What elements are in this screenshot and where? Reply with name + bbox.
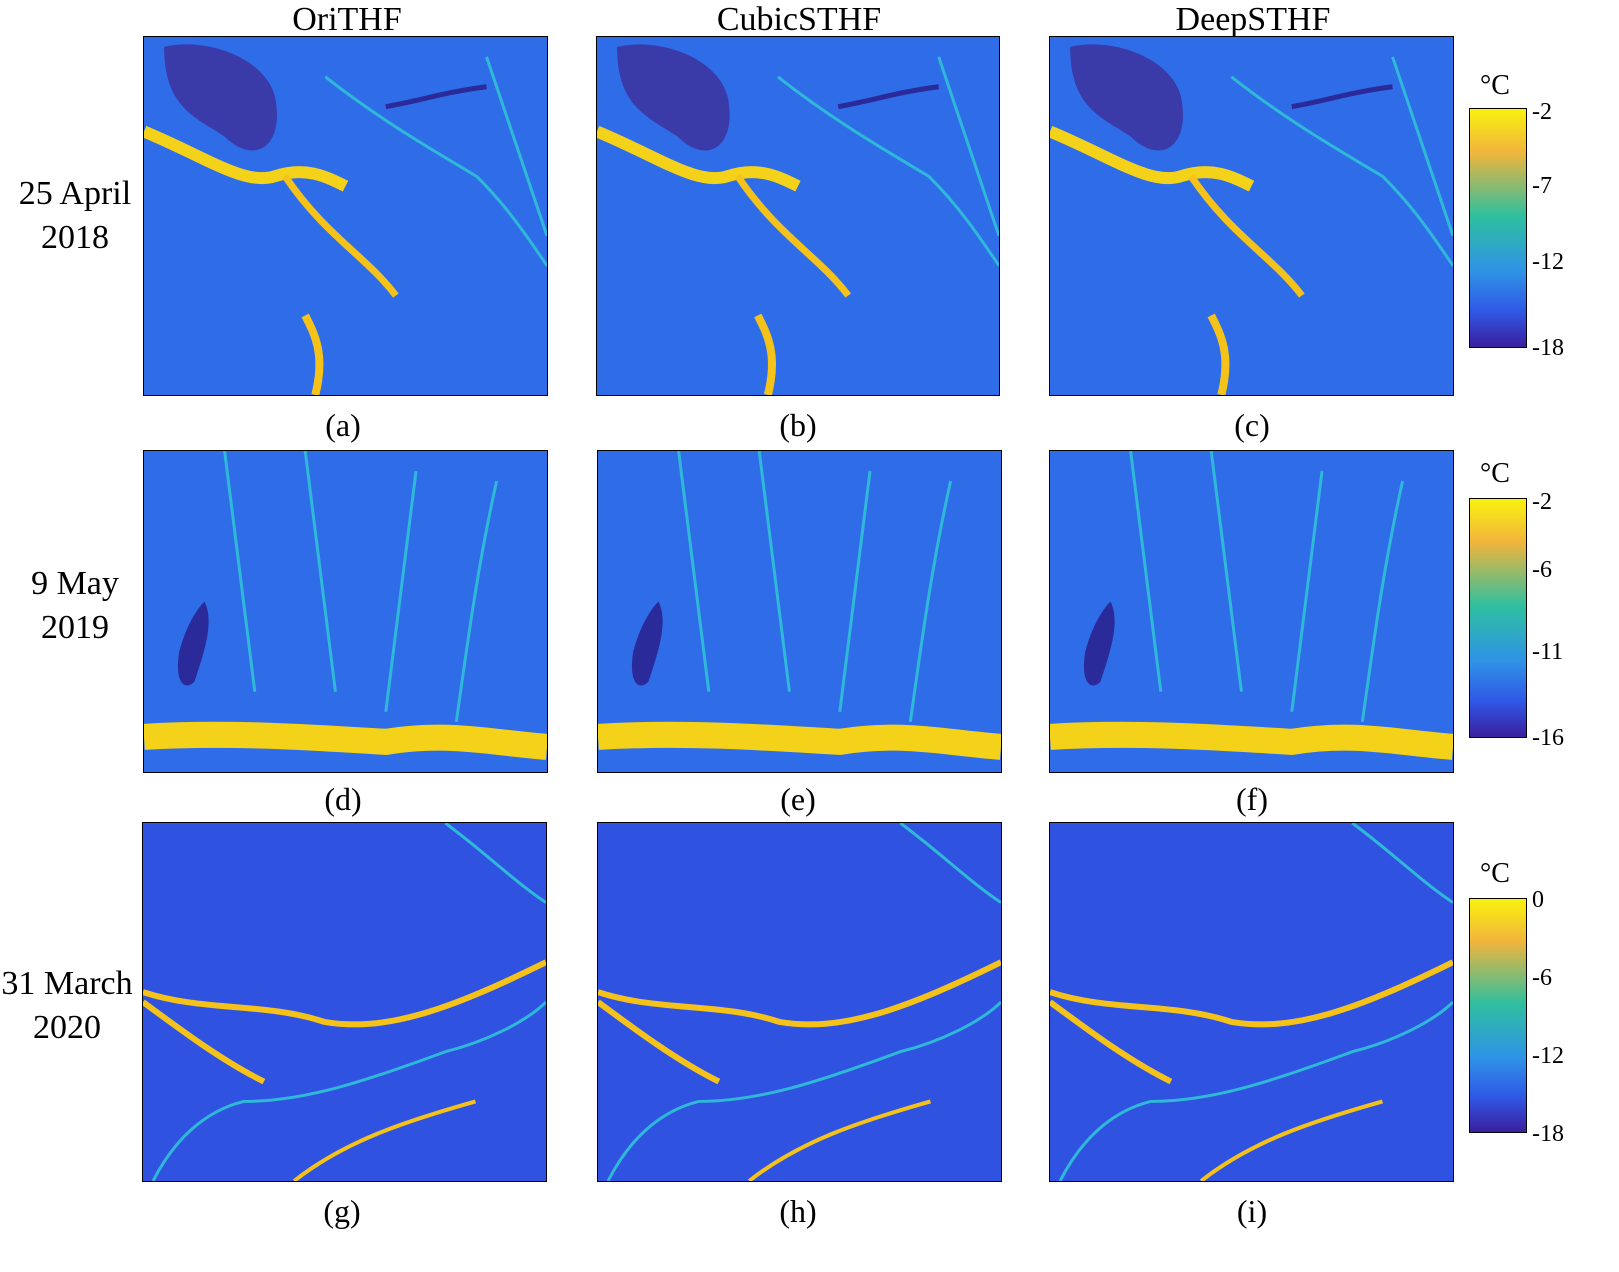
column-title-cubicsthf: CubicSTHF bbox=[716, 1, 882, 38]
subfigure-label-g: (g) bbox=[323, 1193, 361, 1229]
colorbar-2-tick: -16 bbox=[1532, 725, 1564, 751]
panel-c-deepsthf-2018 bbox=[1049, 36, 1454, 396]
colorbar-1-tick: -2 bbox=[1532, 99, 1552, 125]
column-title-deepsthf: DeepSTHF bbox=[1175, 1, 1331, 38]
colorbar-3-tick: -6 bbox=[1532, 965, 1552, 991]
subfigure-label-a: (a) bbox=[325, 407, 361, 443]
colorbar-2-unit: °C bbox=[1480, 458, 1510, 489]
row-label-2020: 31 March 2020 bbox=[1, 965, 133, 1046]
colorbar-3-tick: -18 bbox=[1532, 1121, 1564, 1147]
subfigure-label-c: (c) bbox=[1234, 407, 1270, 443]
colorbar-3-unit: °C bbox=[1480, 858, 1510, 889]
panel-i-deepsthf-2020 bbox=[1049, 822, 1454, 1182]
subfigure-label-e: (e) bbox=[780, 781, 816, 817]
panel-a-orithf-2018 bbox=[143, 36, 548, 396]
colorbar-3 bbox=[1469, 898, 1527, 1133]
panel-g-orithf-2020 bbox=[142, 822, 547, 1182]
subfigure-label-b: (b) bbox=[779, 407, 817, 443]
colorbar-1-unit: °C bbox=[1480, 70, 1510, 101]
subfigure-label-i: (i) bbox=[1236, 1193, 1268, 1229]
subfigure-label-f: (f) bbox=[1236, 781, 1268, 817]
panel-e-cubicsthf-2019 bbox=[597, 450, 1002, 773]
colorbar-1-tick: -12 bbox=[1532, 249, 1564, 275]
row-label-2018: 25 April 2018 bbox=[18, 175, 132, 256]
colorbar-1-tick: -18 bbox=[1532, 335, 1564, 361]
colorbar-3-tick: 0 bbox=[1532, 887, 1544, 913]
colorbar-2-tick: -2 bbox=[1532, 489, 1552, 515]
colorbar-2-tick: -11 bbox=[1532, 639, 1564, 665]
panel-b-cubicsthf-2018 bbox=[596, 36, 1000, 396]
subfigure-label-h: (h) bbox=[779, 1193, 817, 1229]
subfigure-label-d: (d) bbox=[324, 781, 362, 817]
colorbar-1-tick: -7 bbox=[1532, 173, 1552, 199]
colorbar-2 bbox=[1469, 498, 1527, 738]
colorbar-3-tick: -12 bbox=[1532, 1043, 1564, 1069]
panel-f-deepsthf-2019 bbox=[1049, 450, 1454, 773]
panel-h-cubicsthf-2020 bbox=[597, 822, 1002, 1182]
column-title-orithf: OriTHF bbox=[292, 1, 402, 38]
row-label-2019: 9 May 2019 bbox=[31, 565, 119, 646]
colorbar-2-tick: -6 bbox=[1532, 557, 1552, 583]
colorbar-1 bbox=[1469, 108, 1527, 348]
panel-d-orithf-2019 bbox=[143, 450, 548, 773]
